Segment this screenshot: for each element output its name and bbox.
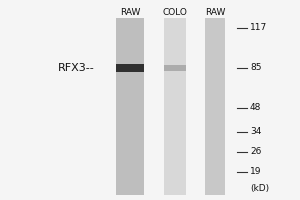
Bar (116, 18, 144, 195)
Text: RAW: RAW (120, 8, 140, 17)
Text: (kD): (kD) (250, 184, 269, 192)
Text: 26: 26 (250, 148, 261, 156)
Bar (116, 64, 144, 72)
Text: 19: 19 (250, 168, 262, 176)
Text: COLO: COLO (163, 8, 188, 17)
Bar (164, 65, 186, 71)
Bar (205, 18, 225, 195)
Text: 85: 85 (250, 64, 262, 72)
Text: 117: 117 (250, 23, 267, 32)
Bar (164, 18, 186, 195)
Text: 48: 48 (250, 104, 261, 112)
Text: RFX3--: RFX3-- (58, 63, 95, 73)
Text: 34: 34 (250, 128, 261, 136)
Text: RAW: RAW (205, 8, 225, 17)
